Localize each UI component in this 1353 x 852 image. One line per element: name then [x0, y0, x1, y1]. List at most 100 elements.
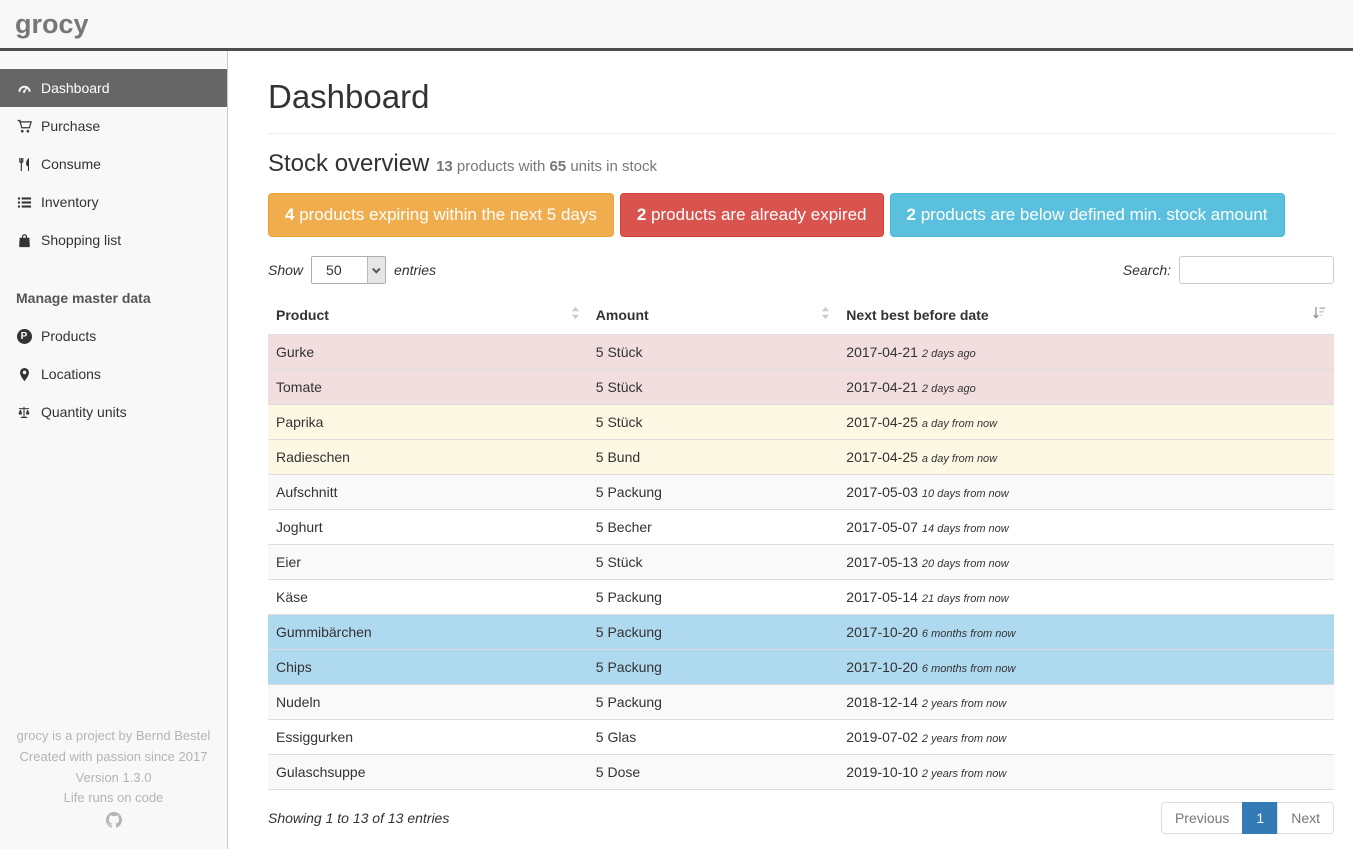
cell-product: Gurke — [268, 334, 588, 370]
sidebar-item-consume[interactable]: Consume — [0, 145, 227, 183]
cell-amount: 5 Packung — [587, 649, 839, 685]
cell-relative: 6 months from now — [921, 663, 1016, 675]
column-header-amount[interactable]: Amount — [587, 297, 839, 335]
table-row: Nudeln 5 Packung 2018-12-14 2 years from … — [268, 684, 1334, 720]
alert-below-min-stock-button[interactable]: 2 products are below defined min. stock … — [889, 193, 1285, 237]
cell-product: Eier — [268, 544, 588, 580]
sidebar-item-label: Shopping list — [41, 232, 122, 248]
table-row: Käse 5 Packung 2017-05-14 21 days from no… — [268, 579, 1334, 615]
cell-date: 2017-05-14 — [846, 589, 918, 605]
table-info: Showing 1 to 13 of 13 entries — [268, 810, 450, 826]
cell-product: Gummibärchen — [268, 614, 588, 650]
table-row: Gurke 5 Stück 2017-04-21 2 days ago — [268, 334, 1334, 370]
brand-logo[interactable]: grocy — [15, 8, 89, 39]
cell-date-wrap: 2017-04-25 a day from now — [838, 439, 1334, 475]
cell-product: Tomate — [268, 369, 588, 405]
previous-page-button[interactable]: Previous — [1160, 802, 1244, 834]
github-icon[interactable] — [105, 812, 122, 835]
cell-date: 2017-04-25 — [846, 414, 918, 430]
footer-line-passion: Created with passion since 2017 — [19, 748, 208, 764]
cell-amount: 5 Packung — [587, 474, 839, 510]
table-row: Aufschnitt 5 Packung 2017-05-03 10 days f… — [268, 474, 1334, 510]
column-header-next-best-before-date[interactable]: Next best before date — [838, 297, 1334, 335]
cell-date-wrap: 2017-10-20 6 months from now — [838, 649, 1334, 685]
search-input[interactable] — [1179, 256, 1334, 284]
cell-amount: 5 Bund — [587, 439, 839, 475]
cell-amount: 5 Stück — [587, 369, 839, 405]
footer-line-project: grocy is a project by Bernd Bestel — [16, 728, 211, 744]
location-marker-icon — [16, 367, 32, 382]
list-icon — [16, 195, 32, 210]
cell-relative: 2 days ago — [921, 348, 976, 360]
sidebar-item-products[interactable]: P Products — [0, 317, 227, 355]
cell-amount: 5 Dose — [587, 754, 839, 789]
page-size-select[interactable]: 50 — [311, 256, 387, 284]
cell-product: Aufschnitt — [268, 474, 588, 510]
stock-overview-heading: Stock overview 13 products with 65 units… — [268, 150, 658, 177]
cell-amount: 5 Stück — [587, 334, 839, 370]
cell-product: Käse — [268, 579, 588, 615]
units-count: 65 — [549, 158, 567, 175]
table-row: Paprika 5 Stück 2017-04-25 a day from now — [268, 404, 1334, 440]
entries-label: entries — [394, 262, 437, 278]
cell-amount: 5 Packung — [587, 684, 839, 720]
cell-date-wrap: 2017-04-25 a day from now — [838, 404, 1334, 440]
table-row: Radieschen 5 Bund 2017-04-25 a day from n… — [268, 439, 1334, 475]
sort-icon — [571, 306, 580, 323]
stock-overview-title: Stock overview — [268, 150, 430, 177]
cell-product: Nudeln — [268, 684, 588, 720]
cell-relative: 2 years from now — [921, 698, 1007, 710]
cell-relative: a day from now — [921, 418, 998, 430]
cell-relative: 10 days from now — [921, 488, 1009, 500]
cell-product: Gulaschsuppe — [268, 754, 588, 789]
product-icon: P — [16, 328, 32, 344]
sidebar-item-dashboard[interactable]: Dashboard — [0, 69, 227, 107]
sidebar-item-inventory[interactable]: Inventory — [0, 183, 227, 221]
table-row: Essiggurken 5 Glas 2019-07-02 2 years fro… — [268, 719, 1334, 755]
pagination: Previous 1 Next — [1160, 802, 1334, 834]
table-row: Gummibärchen 5 Packung 2017-10-20 6 month… — [268, 614, 1334, 650]
search-label: Search: — [1122, 262, 1171, 278]
sidebar-item-label: Inventory — [41, 194, 99, 210]
cell-amount: 5 Stück — [587, 404, 839, 440]
table-row: Gulaschsuppe 5 Dose 2019-10-10 2 years fr… — [268, 754, 1334, 789]
cell-date: 2017-04-21 — [846, 379, 918, 395]
sidebar-footer: grocy is a project by Bernd Bestel Creat… — [0, 726, 227, 849]
sidebar-item-label: Locations — [41, 366, 101, 382]
sidebar-item-shopping-list[interactable]: Shopping list — [0, 221, 227, 259]
cell-date: 2017-10-20 — [846, 659, 918, 675]
footer-line-version: Version 1.3.0 — [75, 769, 152, 785]
next-page-button[interactable]: Next — [1277, 802, 1334, 834]
cell-date: 2017-05-13 — [846, 554, 918, 570]
sidebar-item-purchase[interactable]: Purchase — [0, 107, 227, 145]
cell-date-wrap: 2017-04-21 2 days ago — [838, 369, 1334, 405]
table-header-row: Product Amount Next best before date — [268, 297, 1334, 335]
cell-product: Chips — [268, 649, 588, 685]
alert-expiring-button[interactable]: 4 products expiring within the next 5 da… — [268, 193, 614, 237]
sidebar-item-label: Consume — [41, 156, 101, 172]
table-footer: Showing 1 to 13 of 13 entries Previous 1… — [268, 789, 1334, 844]
top-navbar: grocy — [0, 0, 1353, 51]
cart-icon — [16, 119, 32, 134]
table-row: Tomate 5 Stück 2017-04-21 2 days ago — [268, 369, 1334, 405]
column-header-product[interactable]: Product — [268, 297, 588, 335]
cell-relative: 2 days ago — [921, 383, 976, 395]
cell-date-wrap: 2019-07-02 2 years from now — [838, 719, 1334, 755]
shopping-bag-icon — [16, 233, 32, 248]
cell-date: 2019-10-10 — [846, 764, 918, 780]
show-label: Show — [268, 262, 304, 278]
table-row: Joghurt 5 Becher 2017-05-07 14 days from … — [268, 509, 1334, 545]
cell-product: Joghurt — [268, 509, 588, 545]
alert-expired-button[interactable]: 2 products are already expired — [619, 193, 884, 237]
sidebar-item-quantity-units[interactable]: Quantity units — [0, 393, 227, 431]
cell-date-wrap: 2017-04-21 2 days ago — [838, 334, 1334, 370]
master-data-header: Manage master data — [16, 290, 151, 306]
utensils-icon — [16, 157, 32, 172]
cell-product: Paprika — [268, 404, 588, 440]
page-1-button[interactable]: 1 — [1242, 802, 1279, 834]
cell-date-wrap: 2017-05-07 14 days from now — [838, 509, 1334, 545]
cell-product: Essiggurken — [268, 719, 588, 755]
sort-icon — [821, 306, 830, 323]
sidebar-item-locations[interactable]: Locations — [0, 355, 227, 393]
cell-date-wrap: 2017-10-20 6 months from now — [838, 614, 1334, 650]
